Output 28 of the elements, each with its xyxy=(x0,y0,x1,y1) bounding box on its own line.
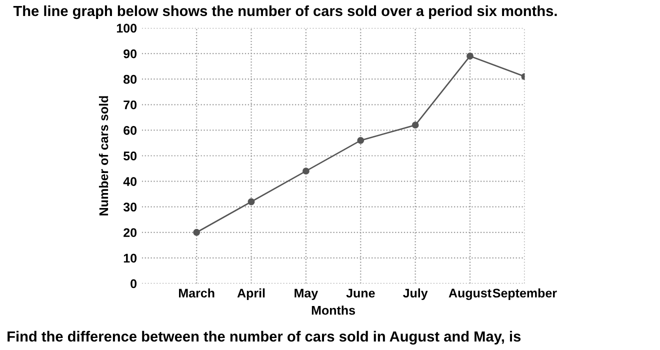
point xyxy=(302,168,310,175)
x-tick-label: April xyxy=(237,288,265,300)
y-tick-label: 20 xyxy=(124,228,137,238)
text: Find the difference between the number of cars sold in August and May, is xyxy=(8,330,521,345)
x-tick-label: June xyxy=(346,288,375,298)
y-tick-label: 60 xyxy=(124,126,137,135)
y-tick-label: 10 xyxy=(124,254,137,263)
x-tick-label: March xyxy=(179,288,214,298)
y-tick-label: 70 xyxy=(124,100,137,110)
chart-title: The line graph below shows the number of cars sold over a period six months. xyxy=(13,5,557,20)
point xyxy=(466,52,474,60)
x-tick-label: September xyxy=(492,288,557,300)
point xyxy=(248,198,255,206)
y-tick-label: 30 xyxy=(123,202,137,212)
point xyxy=(357,136,364,144)
y-tick-label: 80 xyxy=(124,74,137,84)
y-tick-label: 100 xyxy=(116,24,137,33)
y-axis-title: Number of cars sold xyxy=(98,96,108,216)
y-tick-label: 50 xyxy=(124,152,137,160)
x-tick-label: May xyxy=(294,288,318,300)
y-tick-label: 0 xyxy=(130,279,137,288)
y-tick-label: 40 xyxy=(123,177,137,186)
y-tick-label: 90 xyxy=(124,49,137,58)
x-tick-label: July xyxy=(403,288,428,300)
x-tick-label: August xyxy=(448,288,492,300)
point xyxy=(412,122,419,129)
x-axis-title: Months xyxy=(312,306,356,315)
point xyxy=(193,228,200,236)
